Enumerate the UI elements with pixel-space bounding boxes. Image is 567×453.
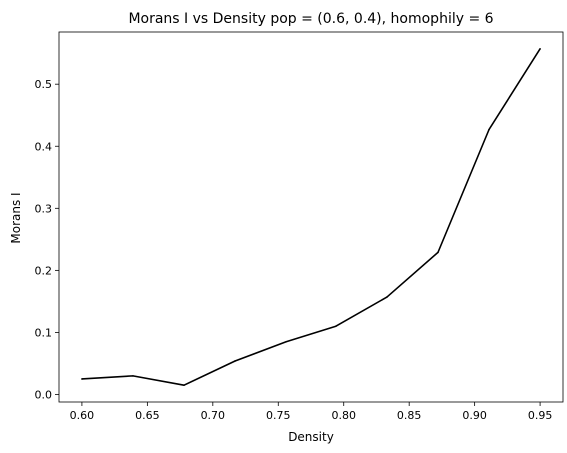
x-tick-label: 0.70	[201, 409, 226, 422]
y-tick-label: 0.0	[35, 388, 53, 401]
y-tick-label: 0.1	[35, 326, 53, 339]
data-point	[437, 251, 439, 254]
x-tick-label: 0.80	[331, 409, 356, 422]
y-tick-label: 0.2	[35, 264, 53, 277]
x-tick-label: 0.75	[266, 409, 291, 422]
data-point	[234, 360, 236, 362]
data-point	[488, 128, 490, 131]
data-point	[335, 325, 337, 328]
y-tick-label: 0.3	[35, 202, 53, 215]
data-point	[285, 340, 287, 343]
data-point	[132, 375, 134, 377]
chart-title: Morans I vs Density pop = (0.6, 0.4), ho…	[128, 11, 493, 27]
series-line	[81, 48, 541, 386]
x-tick-label: 0.60	[70, 409, 95, 422]
x-tick-label: 0.65	[135, 409, 160, 422]
y-tick-label: 0.5	[35, 78, 53, 91]
x-tick-label: 0.95	[528, 409, 553, 422]
data-point	[539, 48, 541, 50]
data-point	[386, 296, 388, 298]
plot-area: 0.60 0.65 0.70 0.75 0.80 0.85 0.90 0.95 0.0 0.1 0.…	[35, 31, 564, 422]
data-point	[81, 378, 83, 380]
y-axis-label: Morans I	[9, 192, 23, 243]
x-tick-label: 0.90	[462, 409, 487, 422]
data-point	[183, 384, 185, 386]
axes-frame	[58, 31, 564, 403]
x-axis-label: Density	[288, 430, 334, 444]
y-tick-label: 0.4	[35, 140, 53, 153]
x-tick-label: 0.85	[397, 409, 422, 422]
